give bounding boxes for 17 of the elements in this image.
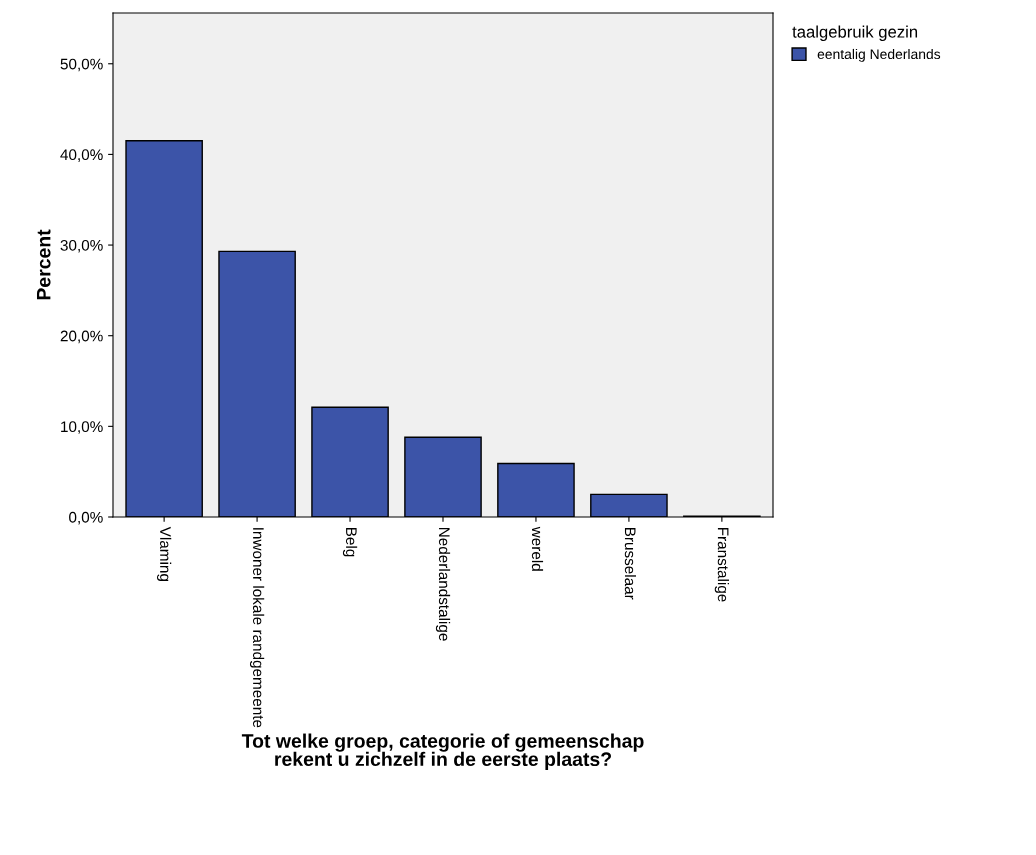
legend-title: taalgebruik gezin [792,25,918,42]
x-tick-label: Brusselaar [624,527,637,600]
x-tick-label: Inwoner lokale randgemeente [249,528,265,728]
y-tick-label: 30,0% [60,239,103,253]
x-tick-label: Belg [342,527,358,557]
y-tick-label: 20,0% [60,330,103,344]
legend-label: eentalig Nederlands [817,48,941,62]
x-axis-title: Tot welke groep, categorie of gemeenschap rekent u zichzelf in de eerste plaats? [241,733,644,770]
y-tick-label: 50,0% [60,58,103,72]
x-tick-label: Vlaming [157,526,172,581]
y-tick-label: 40,0% [60,149,103,162]
x-tick-label: Franstalige [714,527,729,602]
y-tick-label: 10,0% [61,421,103,434]
y-tick-label: 0,0% [69,511,103,525]
x-tick-label: wereld [531,526,544,571]
y-axis-title: Percent [36,229,51,300]
x-tick-label: Nederlandstalige [435,527,451,641]
